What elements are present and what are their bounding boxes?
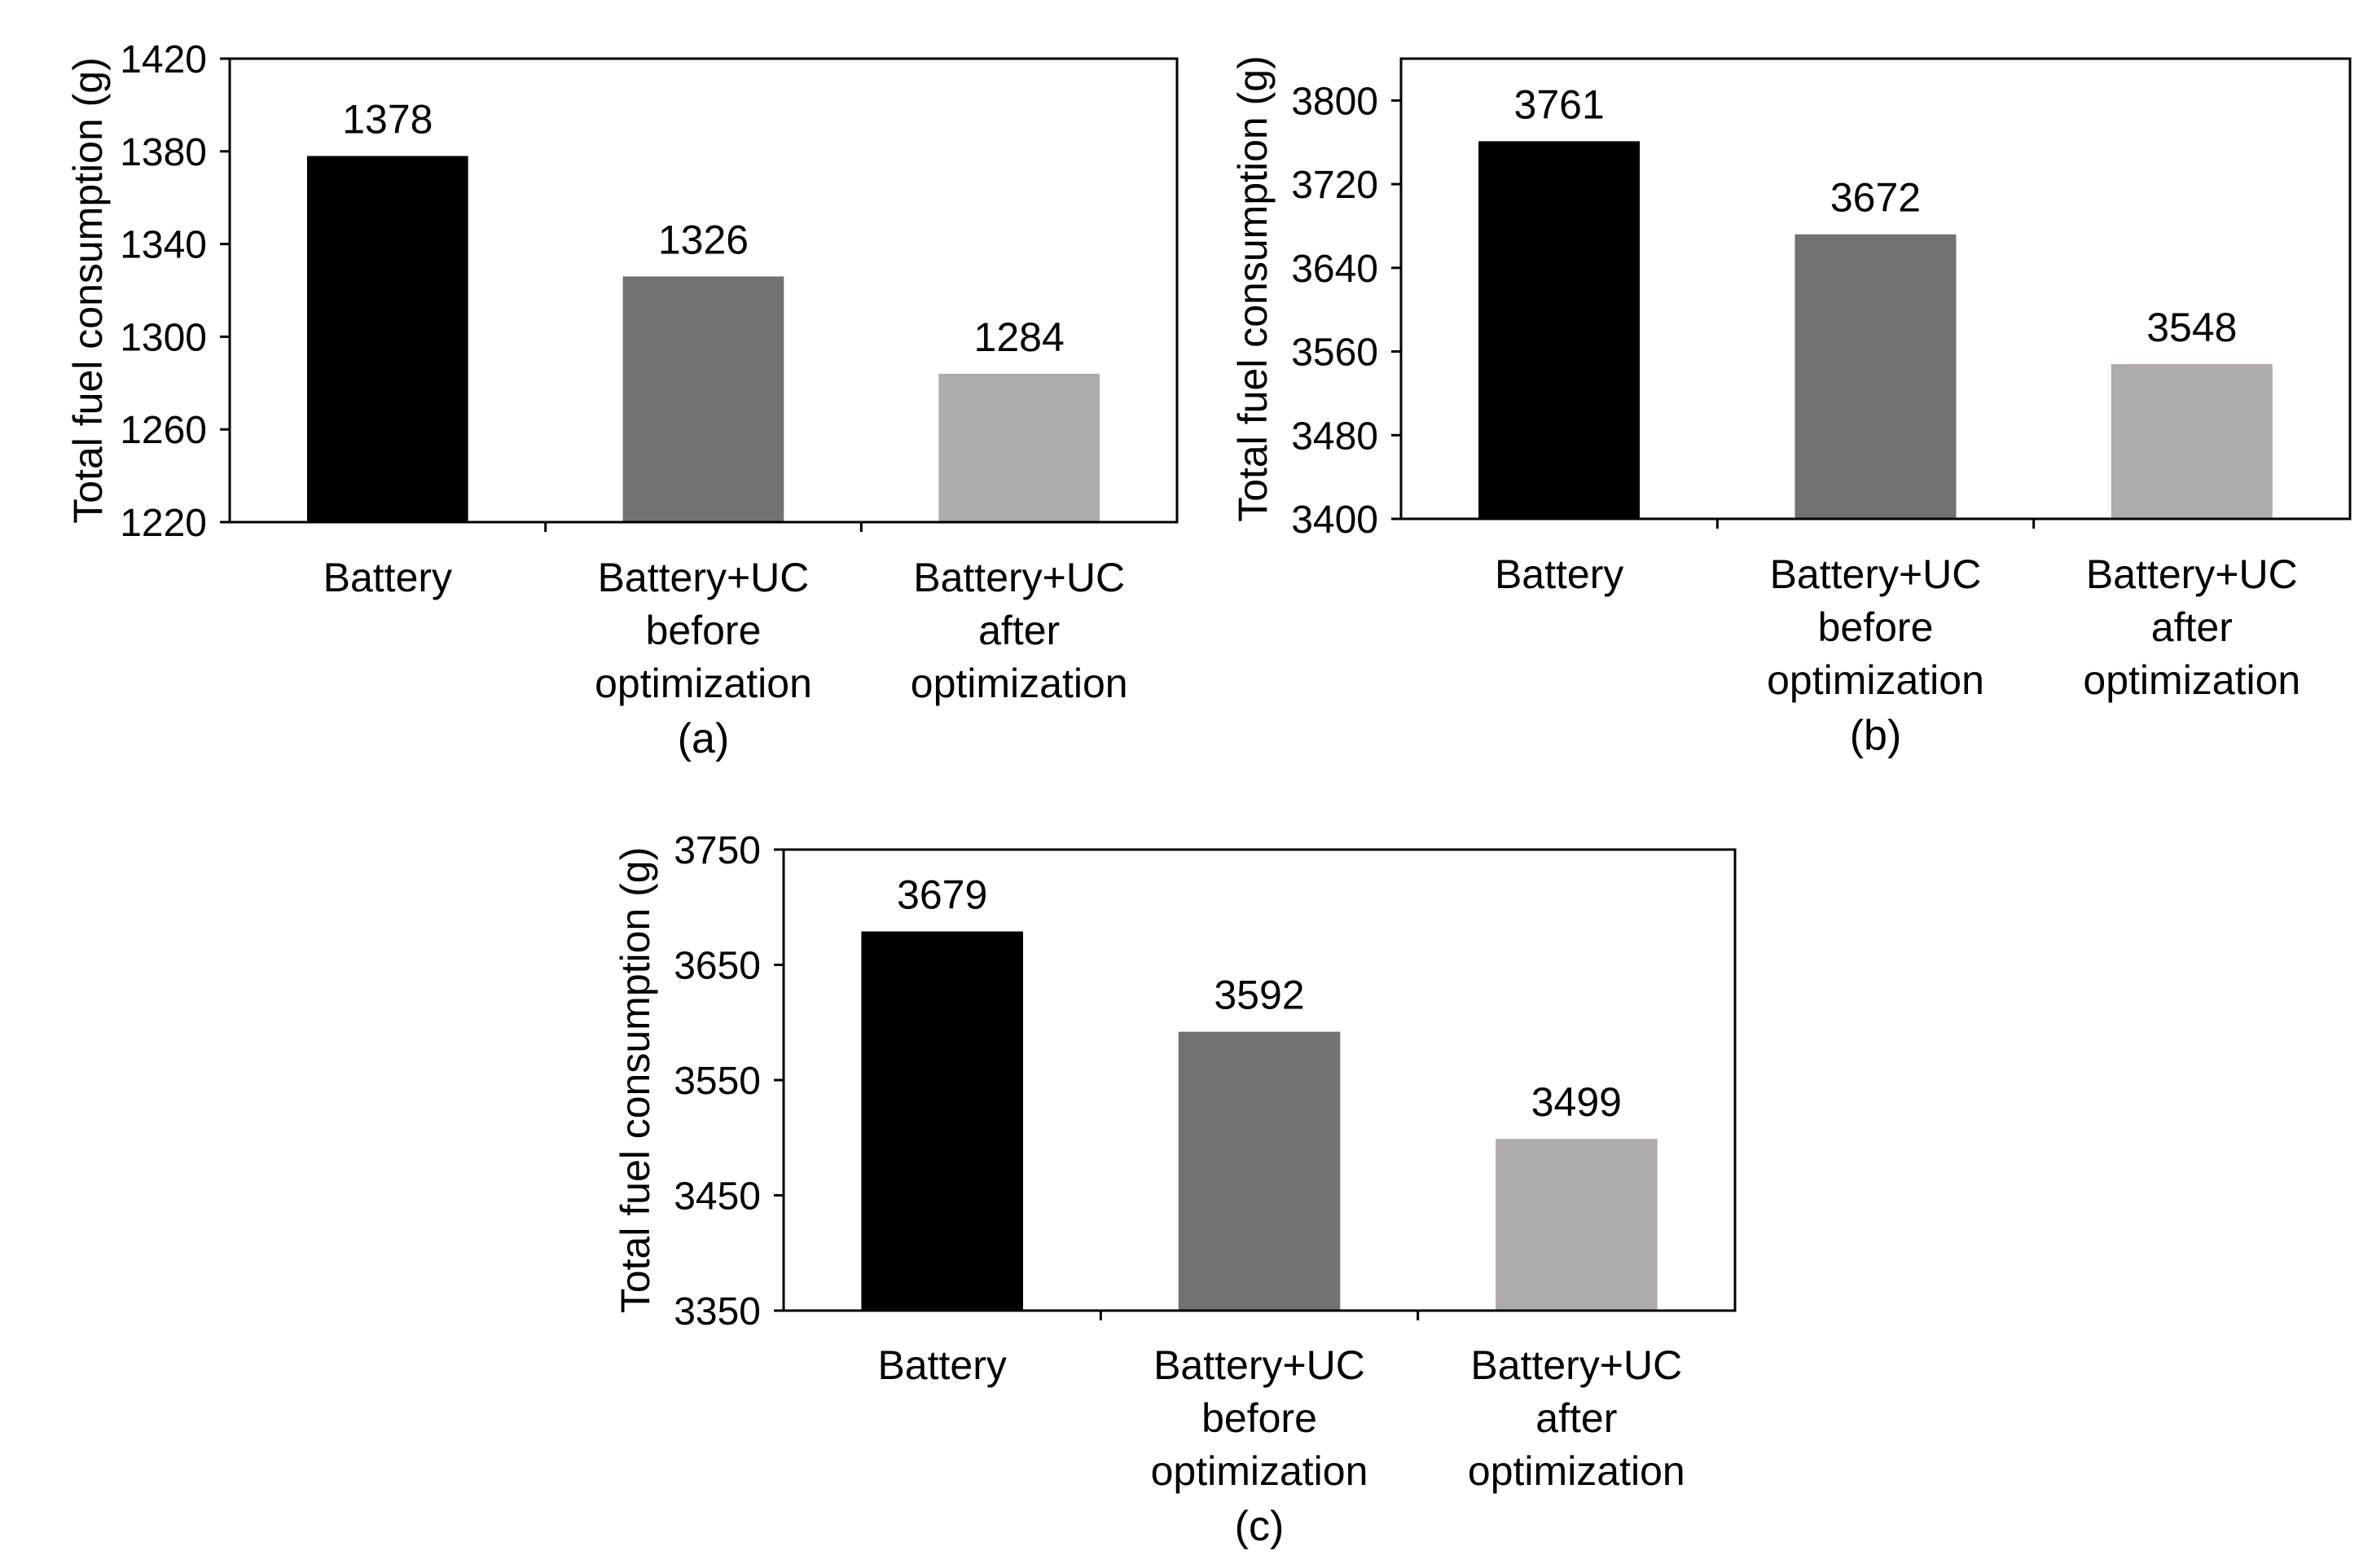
bar-value-label: 1326 [658,217,749,262]
y-tick-label: 3480 [1291,415,1378,458]
x-category-label: Battery+UC [1770,551,1982,597]
bar-2 [1794,234,1957,519]
x-category-label: optimization [1468,1448,1685,1494]
y-tick-label: 1260 [120,409,207,452]
x-category-label: Battery [1495,551,1623,597]
bar-value-label: 3548 [2146,305,2237,350]
bar-value-label: 3761 [1514,81,1605,127]
x-category-label: Battery+UC [2086,551,2298,597]
bar-value-label: 1378 [342,96,433,142]
x-category-label: Battery+UC [598,555,810,600]
y-tick-label: 3450 [674,1175,761,1219]
y-tick-label: 1220 [120,502,207,545]
x-category-label: optimization [1151,1448,1368,1494]
x-category-label: before [646,608,762,653]
y-tick-label: 3400 [1291,499,1378,542]
x-category-label: Battery [877,1342,1006,1388]
x-category-label: before [1818,604,1934,650]
plot-frame [228,57,1179,524]
y-tick-label: 3350 [674,1290,761,1333]
y-axis-title: Total fuel consumption (g) [65,57,111,524]
bar-3 [2111,364,2273,519]
bar-1 [861,931,1023,1311]
bar-value-label: 3592 [1214,973,1304,1018]
y-tick-label: 3720 [1291,164,1378,207]
x-category-label: optimization [595,661,812,706]
chart-panel-b: 3400 3480 3560 3640 3720 3800 3761 3672 3548 Batt… [1230,55,2352,759]
x-category-label: Battery+UC [1470,1342,1682,1388]
y-tick-label: 3650 [674,945,761,988]
bar-2 [1178,1031,1341,1311]
chart-panel-c: 3350 3450 3550 3650 3750 3679 3592 3499 Battery B… [613,829,1737,1550]
bar-3 [1496,1139,1658,1311]
y-axis-title: Total fuel consumption (g) [1230,55,1276,522]
x-category-label: after [978,608,1060,653]
panel-label: (b) [1850,712,1902,759]
x-category-label: Battery+UC [1153,1342,1365,1388]
x-category-label: optimization [911,661,1128,706]
bar-2 [622,276,784,522]
y-tick-label: 3640 [1291,248,1378,291]
x-category-label: before [1201,1395,1317,1441]
y-tick-label: 1420 [120,38,207,81]
y-tick-label: 3750 [674,829,761,872]
x-category-label: after [1535,1395,1617,1441]
x-category-label: Battery+UC [913,555,1125,600]
chart-panel-a: 1220 1260 1300 1340 1380 1420 1378 1326 1284 Batt… [65,38,1179,762]
bar-value-label: 3679 [897,872,987,917]
y-tick-label: 3800 [1291,80,1378,123]
y-axis-title: Total fuel consumption (g) [613,847,658,1314]
y-tick-label: 1300 [120,316,207,359]
bar-value-label: 3672 [1830,175,1921,221]
x-category-label: optimization [2083,657,2300,703]
plot-frame [1399,57,2352,520]
bar-1 [307,156,468,522]
x-category-label: optimization [1767,657,1984,703]
y-tick-label: 1340 [120,224,207,267]
y-tick-label: 3560 [1291,332,1378,375]
panel-label: (c) [1235,1503,1285,1550]
x-category-label: after [2151,604,2233,650]
y-tick-label: 1380 [120,131,207,174]
bar-1 [1478,141,1641,519]
y-tick-label: 3550 [674,1060,761,1103]
bar-3 [938,373,1100,522]
panel-label: (a) [678,715,730,762]
bar-value-label: 1284 [974,314,1065,360]
bar-value-label: 3499 [1531,1079,1622,1125]
x-category-label: Battery [323,555,452,600]
